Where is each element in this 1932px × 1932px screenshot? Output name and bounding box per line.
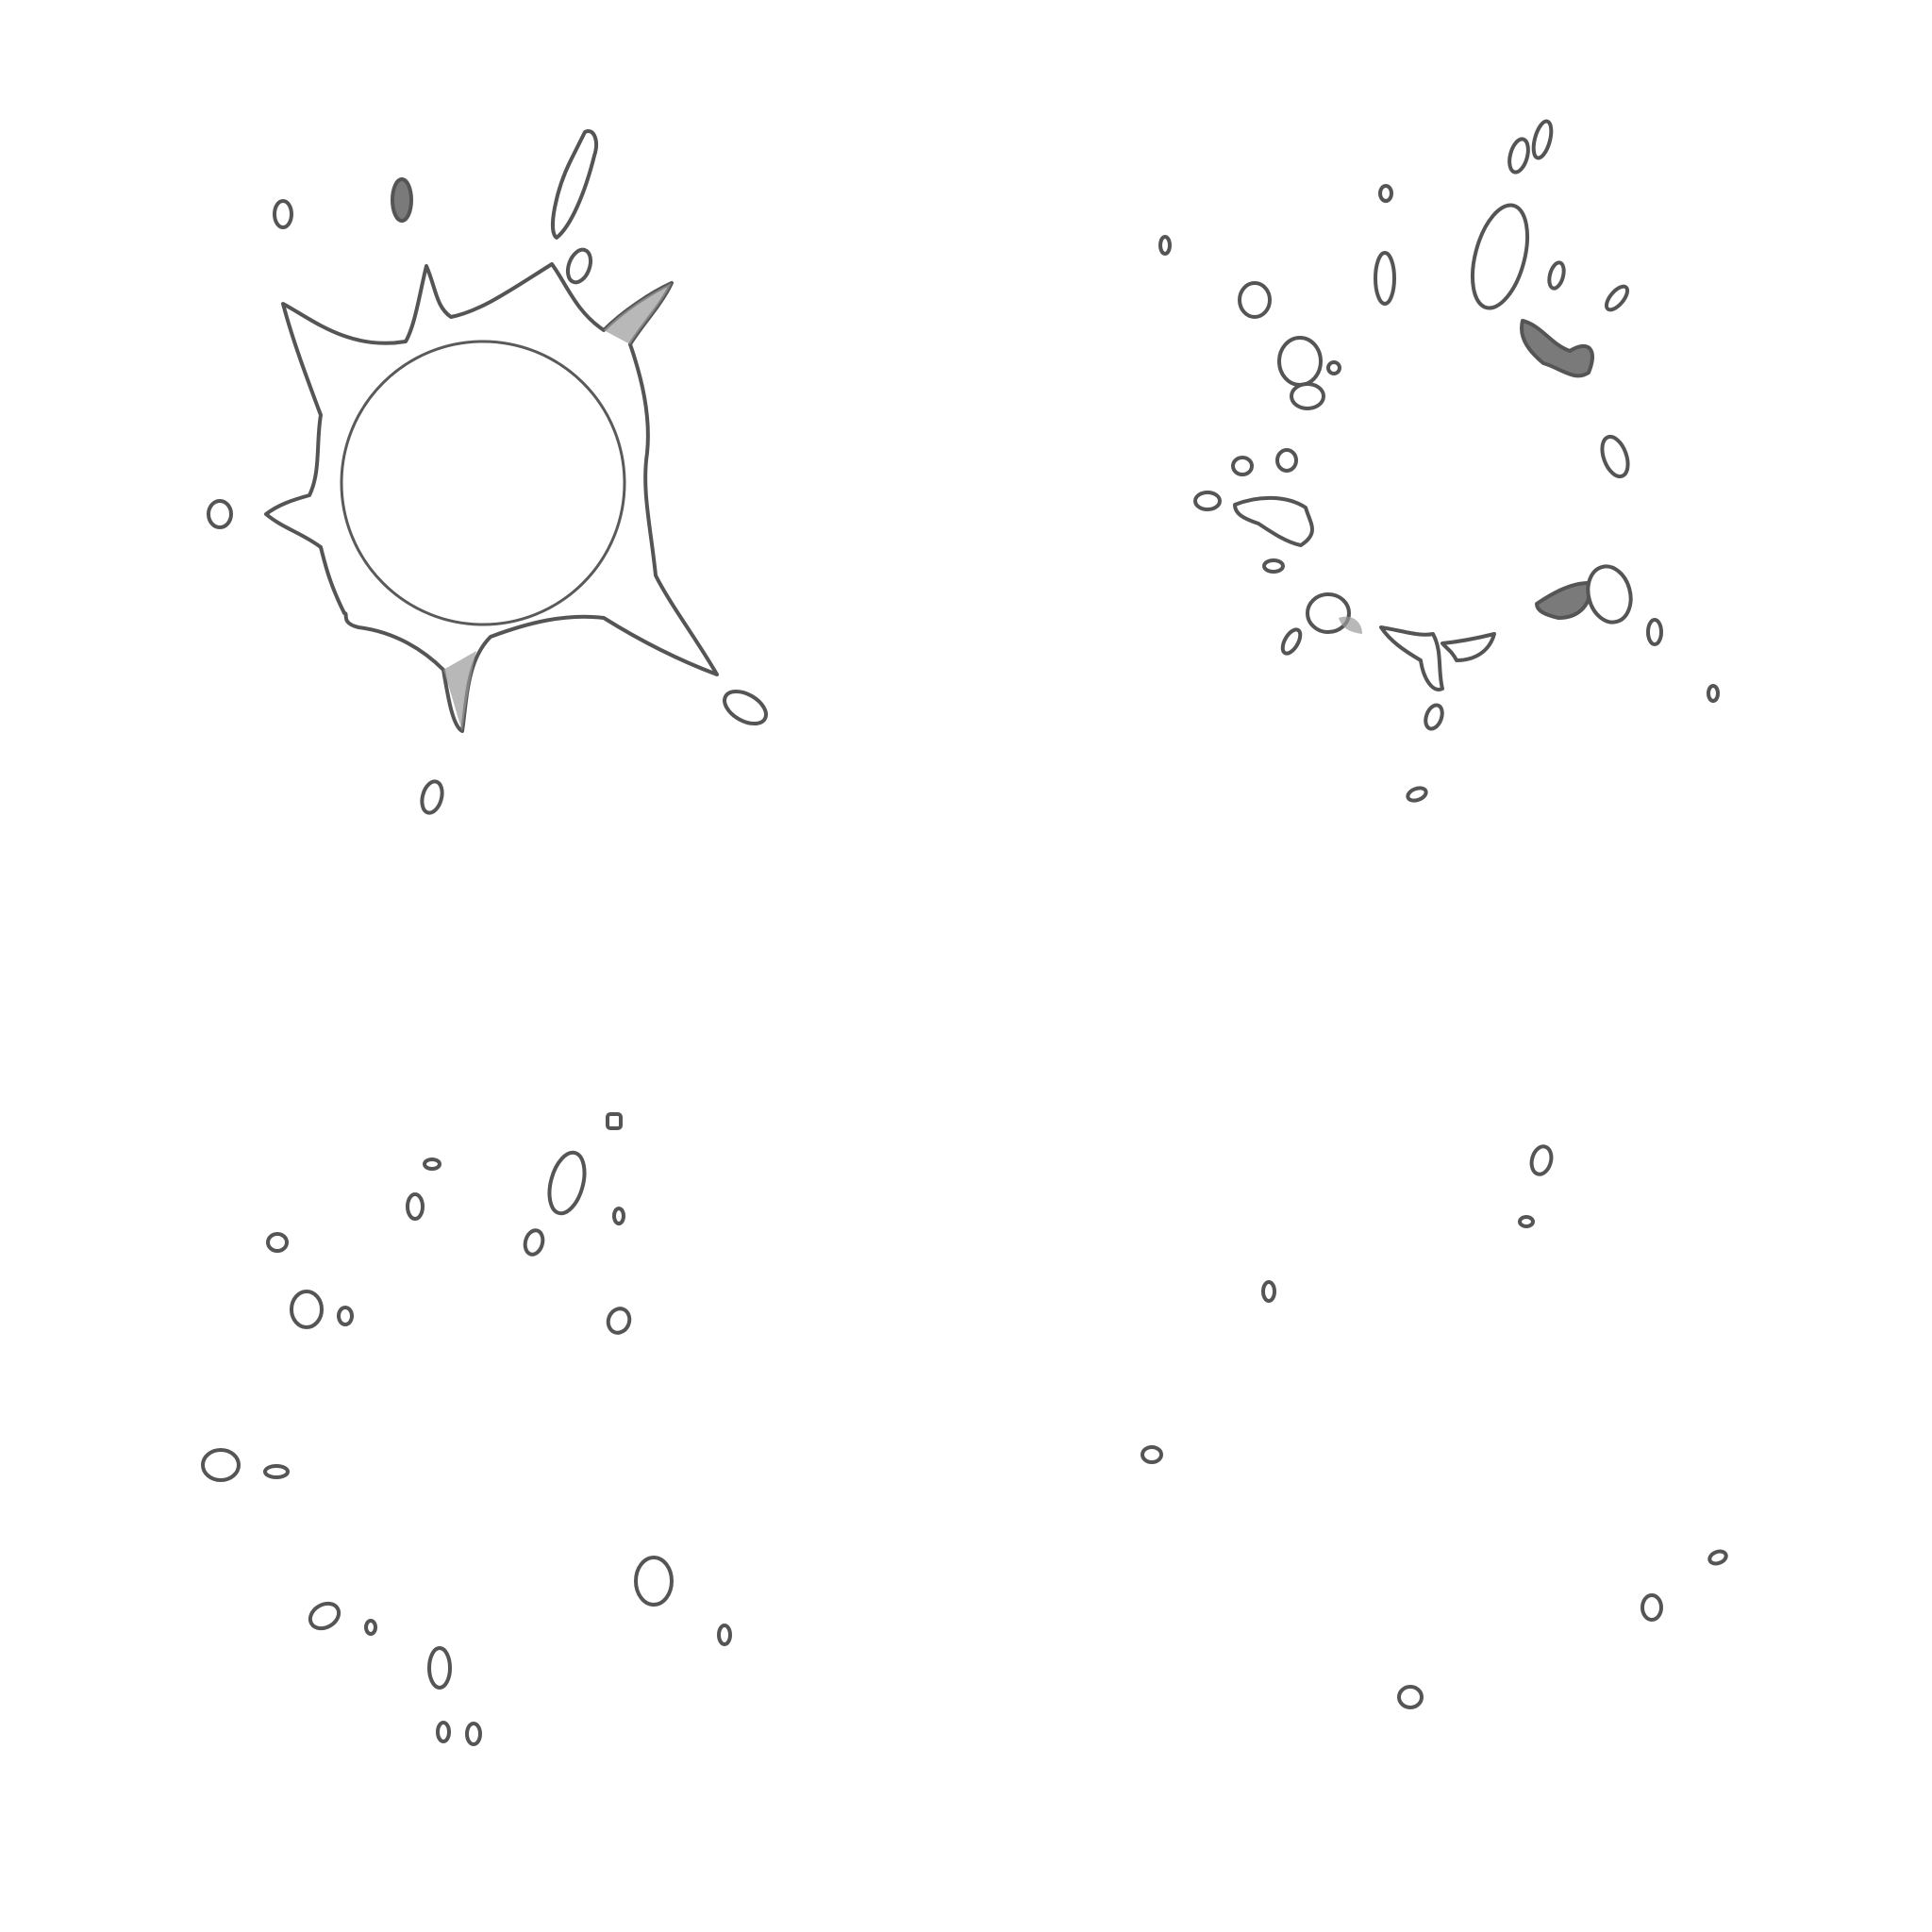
droplet	[1707, 1549, 1728, 1566]
splash-frame-3	[0, 966, 966, 1932]
droplet	[634, 1556, 674, 1607]
droplet	[723, 689, 768, 726]
droplet	[1471, 203, 1529, 310]
droplet-cluster	[1233, 495, 1314, 547]
droplet	[1141, 1445, 1163, 1464]
droplet	[1275, 448, 1298, 473]
splat-burst-1	[207, 129, 768, 815]
droplet	[391, 177, 413, 223]
splat-burst-2	[1158, 119, 1720, 803]
droplet	[1193, 491, 1222, 511]
droplet	[565, 247, 593, 285]
droplet	[1158, 235, 1172, 256]
droplet	[427, 1646, 452, 1690]
droplet	[1238, 281, 1272, 319]
droplet	[1646, 618, 1663, 646]
splash-frame-2	[966, 0, 1932, 966]
droplet	[290, 1290, 324, 1329]
droplet	[1507, 137, 1530, 175]
droplet	[606, 1307, 632, 1335]
droplet	[273, 199, 293, 229]
droplet-streak	[550, 129, 598, 240]
droplet-cluster	[1520, 319, 1594, 378]
splash-frame-1	[0, 0, 966, 966]
droplet-cluster	[1535, 581, 1591, 620]
droplet	[266, 1232, 289, 1253]
droplet	[1641, 1593, 1663, 1622]
ring-outline	[340, 340, 626, 626]
droplet	[1397, 1685, 1424, 1709]
droplet	[1277, 336, 1323, 387]
droplet	[1306, 592, 1351, 634]
droplet	[1406, 786, 1428, 803]
droplet	[1600, 434, 1630, 479]
droplet	[423, 1158, 441, 1171]
droplet	[420, 779, 444, 815]
droplet	[547, 1150, 587, 1216]
droplet	[1231, 456, 1254, 476]
droplet	[1586, 564, 1633, 625]
droplet	[1529, 1144, 1554, 1176]
droplet	[717, 1624, 732, 1646]
droplet	[1707, 684, 1720, 703]
droplet	[406, 1192, 425, 1221]
droplet	[1262, 558, 1285, 574]
droplet	[523, 1228, 545, 1257]
droplet	[465, 1722, 482, 1746]
splat-burst-4	[1141, 1144, 1728, 1709]
droplet	[1378, 184, 1393, 203]
droplet	[1261, 1280, 1276, 1303]
droplet	[364, 1619, 377, 1636]
droplet	[337, 1306, 354, 1326]
droplet	[1290, 382, 1325, 410]
droplet	[207, 499, 233, 529]
droplet	[1604, 284, 1630, 312]
splash-frame-4	[966, 966, 1932, 1932]
splat-burst-3	[201, 1112, 732, 1746]
droplet	[1424, 703, 1444, 731]
droplet	[1531, 119, 1554, 160]
droplet	[263, 1464, 290, 1479]
droplet	[436, 1721, 451, 1743]
droplet-cluster	[1379, 625, 1444, 691]
droplet	[1280, 627, 1303, 656]
droplet	[1518, 1215, 1535, 1228]
droplet	[606, 1112, 623, 1130]
droplet	[1326, 360, 1341, 375]
droplet	[1374, 251, 1396, 306]
droplet	[1547, 260, 1566, 291]
droplet	[308, 1601, 341, 1631]
droplet	[201, 1448, 241, 1482]
droplet	[612, 1207, 625, 1225]
droplet-cluster	[1441, 632, 1496, 662]
